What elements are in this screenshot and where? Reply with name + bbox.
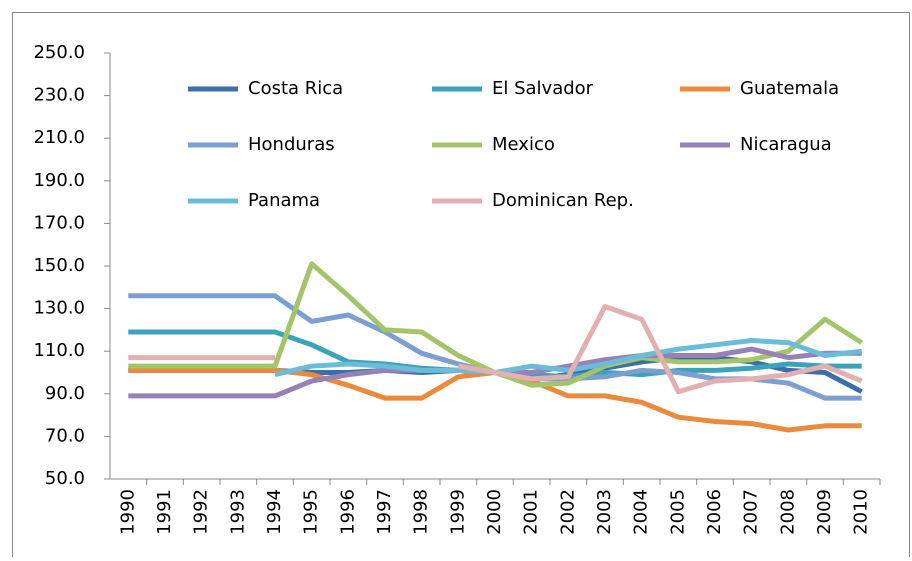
y-tick-label: 250.0 — [33, 42, 85, 63]
y-tick-label: 230.0 — [33, 85, 85, 106]
x-tick-label: 2004 — [631, 489, 652, 535]
series-line — [128, 304, 863, 395]
x-tick-label: 1998 — [411, 489, 432, 535]
y-tick-label: 170.0 — [33, 212, 85, 233]
x-tick-label: 1996 — [337, 489, 358, 535]
x-tick-label: 2002 — [557, 489, 578, 535]
legend-label: Costa Rica — [248, 78, 343, 99]
legend-label: El Salvador — [492, 78, 594, 99]
x-tick-label: 1991 — [154, 489, 175, 535]
legend-label: Guatemala — [740, 78, 839, 99]
x-tick-label: 2000 — [484, 489, 505, 535]
x-tick-label: 2007 — [741, 489, 762, 535]
x-tick-label: 2006 — [704, 489, 725, 535]
y-tick-label: 90.0 — [45, 383, 85, 404]
x-tick-label: 1997 — [374, 489, 395, 535]
x-tick-label: 2010 — [851, 489, 872, 535]
y-tick-label: 150.0 — [33, 255, 85, 276]
y-tick-label: 70.0 — [45, 425, 85, 446]
legend-label: Panama — [248, 190, 320, 211]
legend-label: Mexico — [492, 134, 555, 155]
x-tick-label: 2005 — [667, 489, 688, 535]
x-tick-label: 1994 — [264, 489, 285, 535]
y-tick-label: 130.0 — [33, 298, 85, 319]
legend-label: Dominican Rep. — [492, 190, 634, 211]
x-tick-label: 1999 — [447, 489, 468, 535]
x-tick-label: 1990 — [117, 489, 138, 535]
series-line — [274, 338, 862, 378]
y-tick-label: 110.0 — [33, 340, 85, 361]
x-tick-label: 2008 — [777, 489, 798, 535]
y-tick-label: 190.0 — [33, 170, 85, 191]
chart-frame — [12, 12, 910, 561]
y-tick-label: 50.0 — [45, 468, 85, 489]
x-tick-label: 1995 — [301, 489, 322, 535]
legend-label: Nicaragua — [740, 134, 832, 155]
y-tick-label: 210.0 — [33, 127, 85, 148]
legend-label: Honduras — [248, 134, 335, 155]
x-tick-label: 2001 — [521, 489, 542, 535]
x-tick-label: 1992 — [191, 489, 212, 535]
x-tick-label: 2003 — [594, 489, 615, 535]
x-tick-label: 1993 — [227, 489, 248, 535]
x-tick-label: 2009 — [814, 489, 835, 535]
